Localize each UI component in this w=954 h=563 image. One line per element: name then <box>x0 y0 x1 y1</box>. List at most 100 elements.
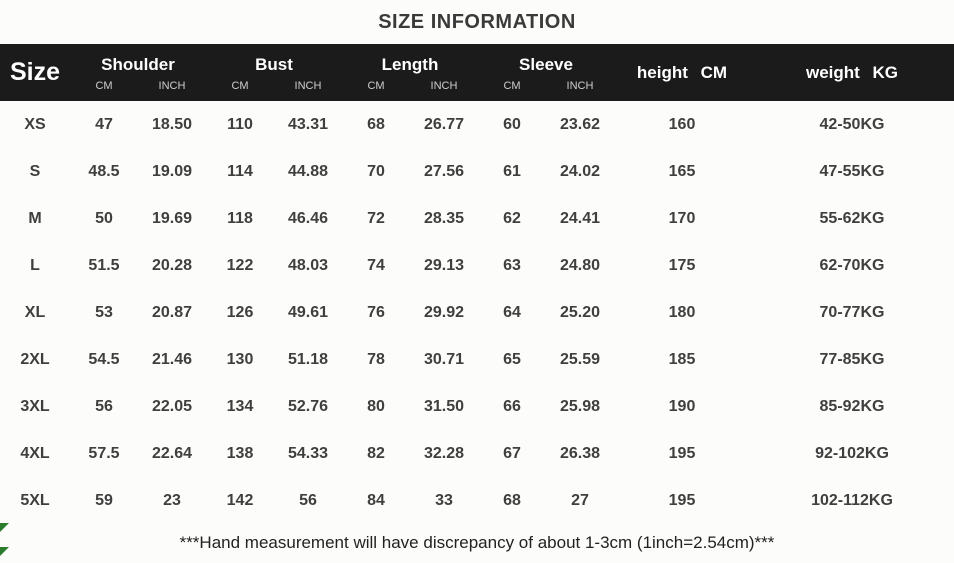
cell-shoulder-cm: 56 <box>95 397 113 415</box>
cell-weight-kg: 92-102KG <box>815 444 889 462</box>
cell-height-cm: 185 <box>668 350 696 368</box>
cell-shoulder-inch: 20.28 <box>151 256 193 274</box>
cell-bust-cm: 118 <box>227 209 253 227</box>
table-row: 3XL 56 22.05 134 52.76 80 31.50 66 25.98… <box>0 383 954 430</box>
cell-length-cm: 74 <box>367 256 385 274</box>
cell-size: XL <box>24 303 46 321</box>
unit-inch-label: INCH <box>158 80 186 92</box>
table-row: XL 53 20.87 126 49.61 76 29.92 64 25.20 … <box>0 289 954 336</box>
cell-bust-inch: 43.31 <box>287 115 329 133</box>
cell-bust-inch: 48.03 <box>287 256 329 274</box>
cell-size: 4XL <box>20 444 50 462</box>
cell-sleeve-cm: 65 <box>503 350 521 368</box>
cell-size: XS <box>24 115 46 133</box>
cell-sleeve-cm: 64 <box>503 303 521 321</box>
cell-shoulder-inch: 19.69 <box>151 209 193 227</box>
unit-inch-label: INCH <box>430 80 458 92</box>
unit-inch-label: INCH <box>294 80 322 92</box>
cell-bust-cm: 110 <box>227 115 253 133</box>
cell-shoulder-inch: 21.46 <box>151 350 193 368</box>
cell-sleeve-inch: 26.38 <box>559 444 601 462</box>
cell-sleeve-inch: 25.98 <box>559 397 601 415</box>
cell-shoulder-cm: 47 <box>95 115 113 133</box>
header-group-shoulder: Shoulder CM INCH <box>70 44 206 101</box>
cell-bust-inch: 51.18 <box>287 350 329 368</box>
cell-sleeve-cm: 67 <box>503 444 521 462</box>
header-weight-label: weight KG <box>805 62 899 82</box>
cell-length-inch: 33 <box>435 491 453 509</box>
header-group-label: Shoulder <box>101 55 175 74</box>
cell-sleeve-inch: 27 <box>571 491 589 509</box>
cell-shoulder-inch: 22.64 <box>151 444 193 462</box>
unit-cm-label: CM <box>367 80 385 92</box>
cell-weight-kg: 85-92KG <box>819 397 885 415</box>
cell-height-cm: 165 <box>668 162 696 180</box>
cell-height-cm: 180 <box>668 303 696 321</box>
header-height-label: height CM <box>636 62 728 82</box>
green-triangle-marker-icon <box>0 523 9 532</box>
cell-weight-kg: 70-77KG <box>819 303 885 321</box>
cell-sleeve-inch: 24.41 <box>559 209 601 227</box>
cell-sleeve-inch: 25.59 <box>559 350 601 368</box>
cell-size: 2XL <box>20 350 50 368</box>
cell-shoulder-cm: 54.5 <box>88 350 120 368</box>
cell-shoulder-inch: 20.87 <box>151 303 193 321</box>
unit-cm-label: CM <box>231 80 249 92</box>
cell-shoulder-cm: 57.5 <box>88 444 120 462</box>
cell-height-cm: 195 <box>668 444 696 462</box>
cell-shoulder-inch: 19.09 <box>151 162 193 180</box>
green-triangle-marker-icon <box>0 547 9 556</box>
cell-shoulder-cm: 59 <box>95 491 113 509</box>
cell-shoulder-cm: 51.5 <box>88 256 120 274</box>
cell-shoulder-inch: 23 <box>163 491 181 509</box>
footer-note: ***Hand measurement will have discrepanc… <box>179 533 775 552</box>
cell-shoulder-cm: 50 <box>95 209 113 227</box>
cell-height-cm: 195 <box>668 491 696 509</box>
cell-bust-inch: 46.46 <box>287 209 329 227</box>
cell-length-cm: 84 <box>367 491 385 509</box>
cell-length-inch: 30.71 <box>423 350 465 368</box>
unit-cm-label: CM <box>503 80 521 92</box>
cell-sleeve-inch: 24.02 <box>559 162 601 180</box>
cell-length-inch: 29.92 <box>423 303 465 321</box>
header-group-label: Bust <box>255 55 293 74</box>
header-group-length: Length CM INCH <box>342 44 478 101</box>
table-row: 2XL 54.5 21.46 130 51.18 78 30.71 65 25.… <box>0 336 954 383</box>
cell-sleeve-cm: 66 <box>503 397 521 415</box>
cell-size: 5XL <box>20 491 50 509</box>
table-row: XS 47 18.50 110 43.31 68 26.77 60 23.62 … <box>0 101 954 148</box>
cell-length-cm: 82 <box>367 444 385 462</box>
cell-length-cm: 78 <box>367 350 385 368</box>
table-row: 4XL 57.5 22.64 138 54.33 82 32.28 67 26.… <box>0 430 954 477</box>
cell-length-cm: 80 <box>367 397 385 415</box>
cell-sleeve-cm: 63 <box>503 256 521 274</box>
cell-length-cm: 68 <box>367 115 385 133</box>
cell-length-inch: 28.35 <box>423 209 465 227</box>
cell-bust-inch: 54.33 <box>287 444 329 462</box>
cell-length-cm: 72 <box>367 209 385 227</box>
cell-sleeve-inch: 23.62 <box>559 115 601 133</box>
cell-bust-cm: 114 <box>227 162 253 180</box>
header-group-sleeve: Sleeve CM INCH <box>478 44 614 101</box>
cell-size: 3XL <box>20 397 50 415</box>
cell-weight-kg: 55-62KG <box>819 209 885 227</box>
cell-shoulder-cm: 53 <box>95 303 113 321</box>
cell-height-cm: 160 <box>668 115 696 133</box>
cell-shoulder-inch: 22.05 <box>151 397 193 415</box>
cell-size: S <box>29 162 41 180</box>
cell-sleeve-cm: 60 <box>503 115 521 133</box>
cell-weight-kg: 47-55KG <box>819 162 885 180</box>
cell-bust-cm: 130 <box>226 350 254 368</box>
header-group-label: Sleeve <box>519 55 573 74</box>
cell-bust-inch: 49.61 <box>287 303 329 321</box>
cell-length-inch: 26.77 <box>423 115 465 133</box>
header-group-bust: Bust CM INCH <box>206 44 342 101</box>
cell-height-cm: 175 <box>668 256 696 274</box>
cell-length-inch: 32.28 <box>423 444 465 462</box>
cell-bust-cm: 122 <box>226 256 254 274</box>
cell-size: M <box>28 209 42 227</box>
table-row: 5XL 59 23 142 56 84 33 68 27 195 102-112… <box>0 477 954 524</box>
cell-height-cm: 190 <box>668 397 696 415</box>
cell-length-cm: 70 <box>367 162 385 180</box>
unit-inch-label: INCH <box>566 80 594 92</box>
